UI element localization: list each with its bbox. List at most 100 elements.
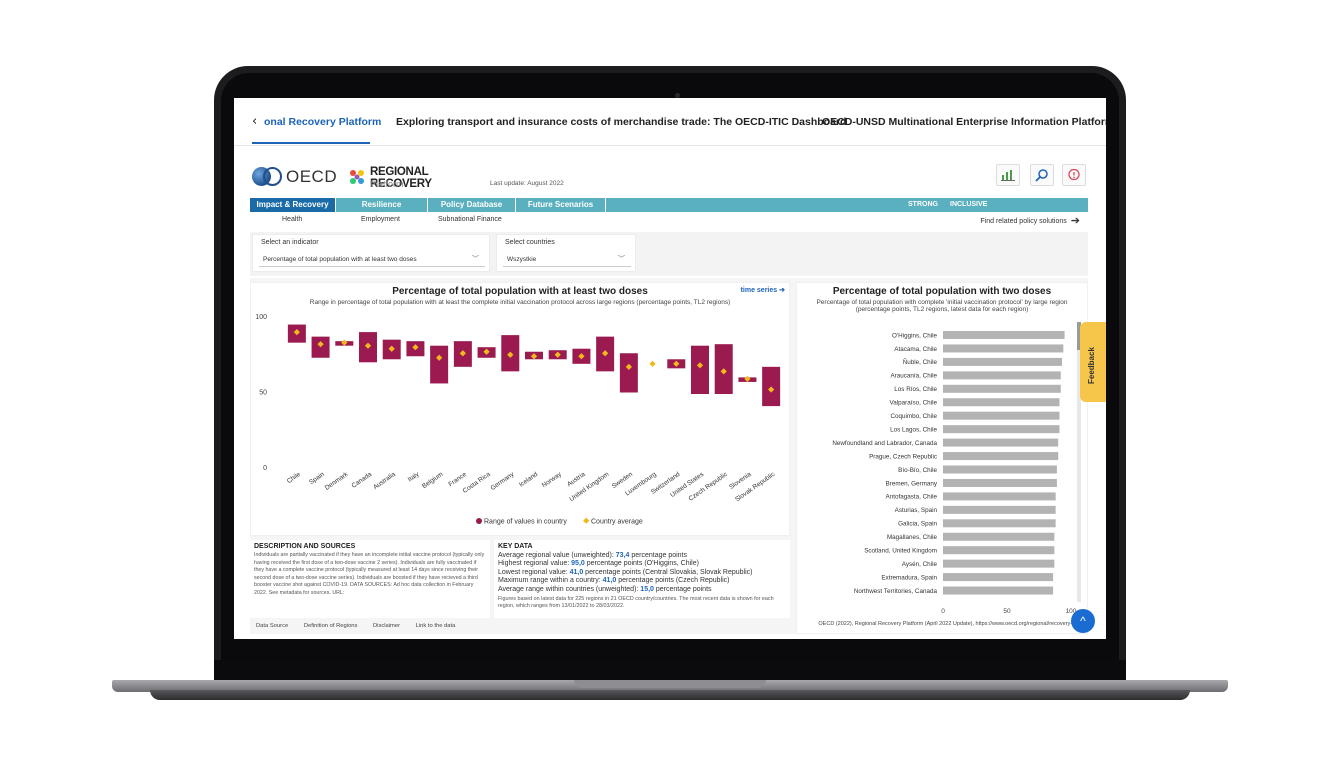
search-icon — [1035, 169, 1048, 182]
average-point — [649, 360, 656, 367]
arrow-right-icon: ➔ — [779, 287, 785, 294]
disclaimer-link[interactable]: Disclaimer — [372, 623, 401, 629]
countries-filter: Select countries Wszystkie ﹀ — [496, 234, 636, 272]
nav-inclusive[interactable]: INCLUSIVE — [950, 201, 988, 208]
region-label: Los Ríos, Chile — [894, 386, 937, 393]
laptop-screen: ‹ onal Recovery Platform Exploring trans… — [234, 98, 1106, 639]
region-label: Atacama, Chile — [894, 346, 937, 353]
region-label: Asturias, Spain — [895, 507, 938, 514]
legend-marker-average — [583, 517, 590, 524]
description-title: DESCRIPTION AND SOURCES — [254, 543, 356, 550]
region-bar — [943, 398, 1060, 407]
regional-recovery-logo[interactable]: REGIONAL RECOVERY Platform — [348, 164, 488, 190]
region-label: Antofagasta, Chile — [886, 494, 938, 501]
comment-icon — [1068, 168, 1080, 181]
nav-strong[interactable]: STRONG — [908, 201, 938, 208]
oecd-logo[interactable]: OECD — [252, 166, 338, 188]
region-bar — [943, 519, 1056, 528]
subnav-subnational-finance[interactable]: Subnational Finance — [438, 216, 502, 223]
region-bar — [943, 532, 1055, 541]
region-bar — [943, 384, 1061, 393]
x-tick-label: Canada — [350, 471, 373, 490]
rr-mark-icon — [350, 170, 364, 184]
chart-button[interactable] — [996, 164, 1020, 186]
chevron-left-icon[interactable]: ‹ — [252, 114, 258, 129]
region-bar — [943, 411, 1060, 420]
key-data-line: Lowest regional value: 41,0 percentage p… — [498, 568, 753, 576]
region-bar — [943, 357, 1063, 366]
feedback-tab[interactable]: Feedback — [1080, 322, 1106, 402]
chevron-down-icon: ﹀ — [618, 256, 625, 263]
range-bar — [691, 345, 709, 395]
key-data-panel: KEY DATA Average regional value (unweigh… — [494, 540, 790, 618]
indicator-filter: Select an indicator Percentage of total … — [252, 234, 490, 272]
chevron-down-icon: ﹀ — [472, 256, 479, 263]
related-policy-link[interactable]: Find related policy solutions ➔ — [980, 215, 1080, 227]
x-tick-label: Iceland — [518, 471, 539, 489]
scroll-to-top-button[interactable]: ^ — [1071, 609, 1095, 633]
region-label: Prague, Czech Republic — [869, 453, 937, 460]
x-tick-label: Belgium — [421, 471, 444, 490]
key-data-line: Highest regional value: 95,0 percentage … — [498, 560, 699, 568]
nav-impact-recovery[interactable]: Impact & Recovery — [250, 198, 336, 212]
search-button[interactable] — [1030, 164, 1054, 186]
comment-button[interactable] — [1062, 164, 1086, 186]
bar-chart-icon — [1001, 170, 1015, 181]
time-series-link[interactable]: time series ➔ — [740, 287, 785, 294]
region-bar — [943, 586, 1054, 595]
description-text: Individuals are partially vaccinated if … — [254, 552, 485, 596]
region-label: Bremen, Germany — [886, 480, 938, 487]
x-tick-label: 100 — [1066, 608, 1077, 615]
countries-select[interactable]: Wszystkie ﹀ — [503, 253, 631, 267]
region-bar — [943, 425, 1060, 434]
x-tick-label: Australia — [372, 471, 397, 491]
tab-oecd-itic[interactable]: Exploring transport and insurance costs … — [396, 116, 847, 128]
legend-marker-range — [476, 518, 482, 524]
scrollbar-thumb[interactable] — [1077, 322, 1081, 350]
region-label: Araucanía, Chile — [890, 373, 937, 380]
nav-resilience[interactable]: Resilience — [336, 198, 428, 212]
subnav-employment[interactable]: Employment — [361, 216, 400, 223]
laptop-base-notch — [574, 680, 766, 688]
region-label: Los Lagos, Chile — [890, 426, 937, 433]
region-label: Valparaíso, Chile — [890, 400, 938, 407]
camera-icon — [675, 93, 680, 98]
tab-oecd-unsd[interactable]: OECD-UNSD Multinational Enterprise Infor… — [822, 116, 1106, 128]
definition-regions-link[interactable]: Definition of Regions — [303, 623, 358, 629]
tab-regional-recovery[interactable]: onal Recovery Platform — [264, 116, 382, 128]
region-bar — [943, 573, 1054, 582]
laptop-hinge — [214, 660, 1126, 680]
region-label: Coquimbo, Chile — [890, 413, 937, 420]
key-data-line: Average range within countries (unweight… — [498, 585, 712, 593]
scrollbar[interactable] — [1077, 322, 1081, 602]
source-citation: OECD (2022), Regional Recovery Platform … — [818, 621, 1092, 627]
region-bar — [943, 546, 1055, 555]
region-bar — [943, 559, 1055, 568]
region-bar — [943, 492, 1056, 501]
nav-policy-database[interactable]: Policy Database — [428, 198, 516, 212]
nav-future-scenarios[interactable]: Future Scenarios — [516, 198, 606, 212]
key-data-title: KEY DATA — [498, 543, 533, 550]
subnav-health[interactable]: Health — [282, 216, 303, 223]
region-bar — [943, 331, 1065, 339]
laptop-base-bottom — [150, 690, 1190, 700]
y-tick-label: 100 — [255, 314, 267, 321]
legend-label: Range of values in country — [484, 519, 567, 526]
two-dose-chart-title: Percentage of total population with two … — [832, 286, 1052, 297]
x-tick-label: 0 — [941, 608, 945, 615]
region-bar — [943, 371, 1061, 380]
description-panel: DESCRIPTION AND SOURCES Individuals are … — [250, 540, 490, 618]
x-tick-label: Italy — [407, 470, 421, 483]
region-label: O'Higgins, Chile — [892, 332, 937, 339]
link-to-data[interactable]: Link to the data — [415, 623, 456, 629]
data-source-link[interactable]: Data Source — [256, 623, 289, 629]
footer-links: Data Source Definition of Regions Discla… — [256, 623, 469, 629]
y-tick-label: 50 — [259, 390, 267, 397]
active-tab-indicator — [252, 142, 370, 144]
region-label: Newfoundland and Labrador, Canada — [832, 440, 937, 447]
two-dose-chart-panel: Percentage of total population with two … — [796, 282, 1088, 634]
x-tick-label: Norway — [541, 470, 564, 489]
filter-bar: Select an indicator Percentage of total … — [250, 232, 1088, 276]
indicator-select[interactable]: Percentage of total population with at l… — [259, 253, 485, 267]
